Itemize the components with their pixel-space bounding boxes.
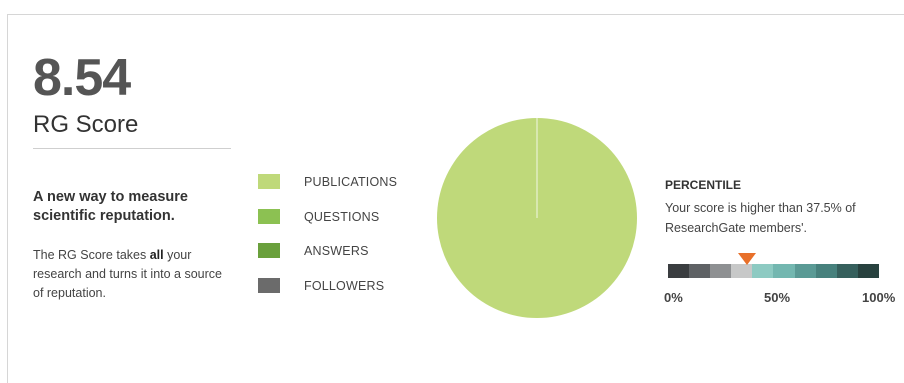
pie-chart <box>437 117 637 319</box>
legend-swatch-followers <box>258 277 280 293</box>
legend-label-followers: FOLLOWERS <box>304 278 385 293</box>
percentile-segment <box>773 264 795 278</box>
percentile-segment <box>668 264 690 278</box>
percentile-segment <box>710 264 732 278</box>
legend-swatch-answers <box>258 243 280 258</box>
description: The RG Score takes all your research and… <box>33 246 233 303</box>
percentile-segment <box>794 264 816 278</box>
percentile-tick-50: 50% <box>764 290 791 305</box>
pie-chart-svg <box>437 118 637 318</box>
percentile-text: Your score is higher than 37.5% of Resea… <box>665 201 856 235</box>
percentile-marker-icon <box>738 253 757 265</box>
legend-label-questions: QUESTIONS <box>304 209 380 224</box>
tagline: A new way to measure scientific reputati… <box>33 189 188 224</box>
percentile-tick-0: 0% <box>664 290 683 305</box>
percentile-segment <box>731 264 753 278</box>
percentile-segment <box>857 264 879 278</box>
percentile-segment <box>836 264 858 278</box>
percentile-tick-100: 100% <box>862 290 896 305</box>
percentile-segment <box>689 264 711 278</box>
description-prefix: The RG Score takes <box>33 248 150 262</box>
legend-label-publications: PUBLICATIONS <box>304 175 398 189</box>
percentile-title: PERCENTILE <box>665 178 742 192</box>
percentile-segment <box>752 264 774 278</box>
description-suffix: your research and turns it into a source… <box>33 248 222 300</box>
legend-label-answers: ANSWERS <box>304 244 369 258</box>
percentile-bar <box>668 264 879 278</box>
legend-swatch-publications <box>258 174 280 189</box>
score-value: 8.54 <box>33 49 131 107</box>
percentile-segment <box>815 264 837 278</box>
description-bold: all <box>149 248 164 262</box>
divider <box>33 148 231 149</box>
score-label: RG Score <box>33 111 139 138</box>
legend-swatch-questions <box>258 208 280 224</box>
